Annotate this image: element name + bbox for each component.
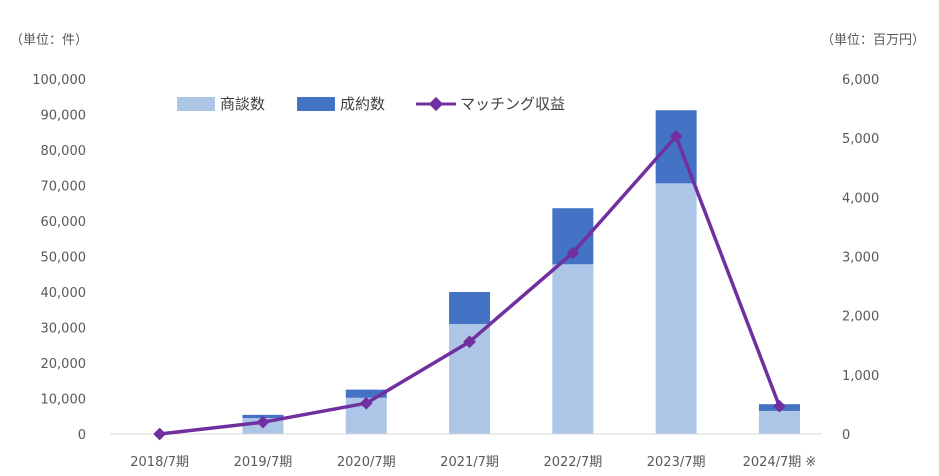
- right-tick-label: 2,000: [842, 310, 879, 325]
- legend-label-revenue: マッチング収益: [460, 95, 565, 113]
- x-tick-label: 2018/7期: [130, 455, 189, 470]
- x-tick-label: 2022/7期: [543, 455, 602, 470]
- left-axis-ticks: 0 10,000 20,000 30,000 40,000 50,000 60,000 70,…: [32, 73, 86, 443]
- left-tick-label: 50,000: [41, 251, 87, 266]
- legend-swatch-contracts: [297, 97, 335, 111]
- bars-group: [242, 110, 800, 434]
- left-tick-label: 40,000: [41, 286, 87, 301]
- x-axis-labels: 2018/7期 2019/7期 2020/7期 2021/7期 2022/7期 2023/…: [130, 455, 816, 470]
- left-tick-label: 90,000: [41, 109, 87, 124]
- bar-meetings: [552, 264, 594, 434]
- revenue-point: [256, 415, 270, 429]
- right-tick-label: 3,000: [842, 251, 879, 266]
- right-tick-label: 4,000: [842, 191, 879, 206]
- revenue-point: [153, 427, 167, 441]
- bar-contracts: [449, 292, 491, 324]
- left-tick-label: 20,000: [41, 357, 87, 372]
- right-tick-label: 1,000: [842, 369, 879, 384]
- left-tick-label: 10,000: [41, 393, 87, 408]
- right-tick-label: 0: [842, 428, 850, 443]
- legend-label-meetings: 商談数: [220, 95, 265, 113]
- bar-contracts: [345, 389, 387, 398]
- left-tick-label: 70,000: [41, 180, 87, 195]
- right-tick-label: 6,000: [842, 73, 879, 88]
- x-tick-label: 2024/7期 ※: [743, 455, 817, 470]
- left-tick-label: 100,000: [32, 73, 86, 88]
- right-tick-label: 5,000: [842, 132, 879, 147]
- revenue-point: [359, 396, 373, 410]
- x-tick-label: 2020/7期: [337, 455, 396, 470]
- legend: 商談数 成約数 マッチング収益: [177, 95, 565, 113]
- left-tick-label: 60,000: [41, 215, 87, 230]
- left-tick-label: 30,000: [41, 322, 87, 337]
- revenue-point: [463, 335, 476, 349]
- bar-meetings: [758, 410, 800, 434]
- line-series-group: [153, 130, 786, 441]
- right-axis-unit: （単位：百万円）: [821, 32, 925, 48]
- left-axis-unit: （単位：件）: [10, 32, 88, 48]
- bar-meetings: [655, 183, 697, 434]
- left-tick-label: 0: [78, 428, 86, 443]
- x-tick-label: 2019/7期: [234, 455, 293, 470]
- legend-swatch-meetings: [177, 97, 215, 111]
- x-tick-label: 2023/7期: [647, 455, 706, 470]
- right-axis-ticks: 0 1,000 2,000 3,000 4,000 5,000 6,000: [842, 73, 879, 443]
- left-tick-label: 80,000: [41, 144, 87, 159]
- x-tick-label: 2021/7期: [440, 455, 499, 470]
- legend-marker-revenue: [428, 96, 444, 112]
- legend-label-contracts: 成約数: [340, 95, 385, 113]
